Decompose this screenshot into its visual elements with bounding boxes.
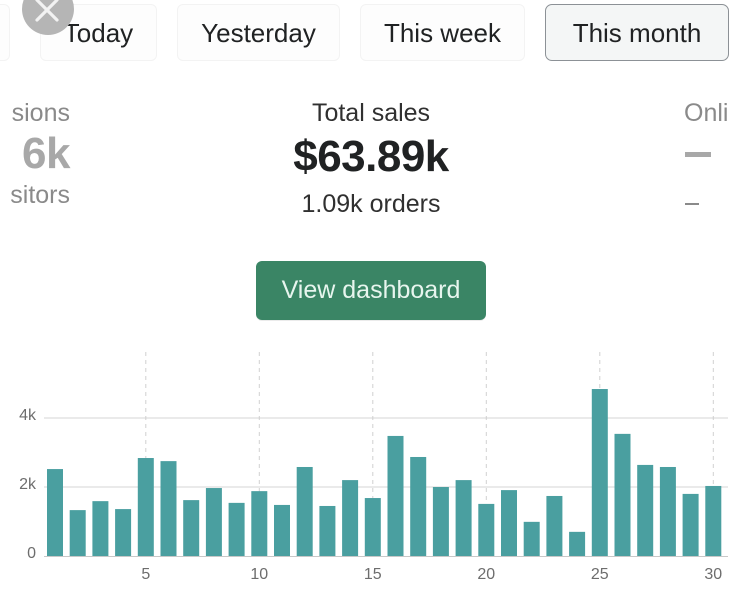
x-tick-label: 20	[477, 566, 496, 583]
bar-day-18[interactable]	[432, 487, 449, 556]
x-tick-label: 25	[590, 566, 609, 583]
close-x-icon	[35, 0, 59, 22]
bar-day-19[interactable]	[455, 480, 472, 556]
bar-day-26[interactable]	[614, 433, 631, 556]
bar-day-28[interactable]	[659, 466, 676, 556]
x-tick-label: 5	[141, 566, 151, 583]
bar-day-5[interactable]	[137, 458, 154, 556]
tab-partial-left[interactable]	[0, 4, 10, 61]
bar-day-16[interactable]	[387, 435, 404, 556]
bar-day-13[interactable]	[319, 505, 336, 556]
bar-day-1[interactable]	[47, 469, 63, 556]
tab-this-week[interactable]: This week	[360, 4, 525, 61]
bar-day-24[interactable]	[569, 531, 586, 556]
total-sales-value: $63.89k	[293, 132, 449, 181]
y-tick-label: 4k	[19, 407, 36, 424]
sessions-visitors: sitors	[10, 181, 70, 209]
bar-day-9[interactable]	[228, 502, 245, 556]
y-tick-label: 0	[27, 545, 36, 562]
bar-day-14[interactable]	[342, 480, 359, 556]
metric-online: Onli	[684, 98, 735, 205]
y-tick-label: 2k	[19, 476, 36, 493]
bar-day-4[interactable]	[115, 509, 132, 556]
x-tick-label: 10	[250, 566, 269, 583]
daily-sales-bar-chart: 0 2k 4k 5 10 15 20 25 30	[0, 340, 735, 614]
bar-day-7[interactable]	[183, 500, 200, 556]
bar-day-21[interactable]	[501, 490, 517, 556]
bar-day-2[interactable]	[69, 510, 86, 556]
bar-day-22[interactable]	[523, 521, 540, 556]
bar-day-23[interactable]	[546, 495, 563, 556]
view-dashboard-button[interactable]: View dashboard	[256, 261, 486, 320]
metric-total-sales: Total sales $63.89k 1.09k orders	[221, 98, 521, 219]
tab-today[interactable]: Today	[40, 4, 157, 61]
bar-day-25[interactable]	[591, 389, 608, 556]
bar-day-11[interactable]	[274, 504, 290, 556]
tab-this-month[interactable]: This month	[545, 4, 729, 61]
tab-yesterday[interactable]: Yesterday	[177, 4, 340, 61]
close-button[interactable]	[22, 0, 74, 35]
bar-day-27[interactable]	[637, 464, 654, 556]
bar-day-10[interactable]	[251, 491, 268, 556]
x-tick-label: 15	[363, 566, 382, 583]
bar-day-20[interactable]	[478, 503, 495, 556]
x-tick-label: 30	[704, 566, 723, 583]
bar-day-15[interactable]	[364, 498, 381, 556]
bar-day-6[interactable]	[160, 461, 177, 556]
metric-sessions: sions 6k sitors	[0, 98, 70, 210]
sessions-label: sions	[11, 99, 70, 127]
total-sales-label: Total sales	[311, 99, 431, 127]
bar-day-30[interactable]	[705, 485, 722, 556]
bar-day-29[interactable]	[682, 493, 699, 556]
period-tabs: Today Yesterday This week This month	[0, 2, 735, 62]
online-sub-placeholder	[685, 203, 699, 205]
sessions-value: 6k	[22, 129, 70, 178]
bar-day-8[interactable]	[205, 488, 222, 556]
bar-day-17[interactable]	[410, 456, 427, 556]
chart-canvas	[44, 352, 728, 557]
total-orders: 1.09k orders	[301, 190, 441, 218]
bar-day-3[interactable]	[92, 501, 109, 556]
online-label: Onli	[684, 99, 729, 127]
bar-day-12[interactable]	[296, 466, 313, 556]
online-value-placeholder	[685, 152, 711, 157]
